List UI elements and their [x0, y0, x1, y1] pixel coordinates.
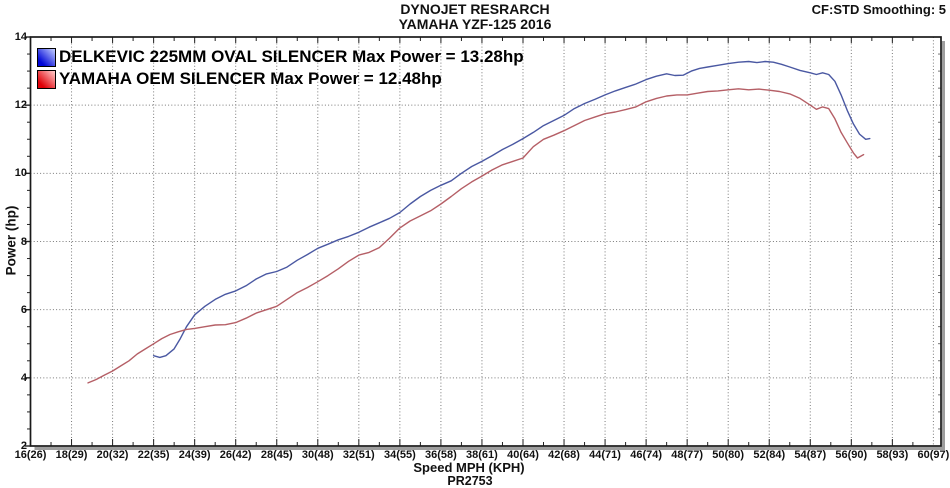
x-tick-label: 18(29): [55, 449, 88, 461]
yamaha-oem-series-swatch: [37, 69, 56, 89]
legend: DELKEVIC 225MM OVAL SILENCER Max Power =…: [37, 46, 524, 90]
frame-shadow-bottom: [34, 446, 945, 450]
delkevic-series-swatch: [37, 47, 56, 67]
plot-frame: [29, 36, 942, 447]
page-title: DYNOJET RESRARCH: [400, 1, 550, 17]
legend-row-yamaha-oem: YAMAHA OEM SILENCER Max Power = 12.48hp: [37, 68, 524, 90]
x-tick-label: 60(97): [917, 449, 950, 461]
x-axis-label: Speed MPH (KPH): [413, 460, 525, 475]
x-tick-label: 24(39): [178, 449, 211, 461]
x-tick-label: 20(32): [96, 449, 129, 461]
y-tick-label: 12: [14, 99, 27, 112]
x-tick-label: 36(58): [425, 449, 457, 461]
power-curve-delkevic: [152, 60, 871, 359]
x-tick-label: 52(84): [753, 449, 786, 461]
power-curve-yamaha-oem: [87, 88, 865, 384]
x-tick-label: 22(35): [137, 449, 170, 461]
x-tick-label: 16(26): [14, 449, 47, 461]
legend-row-delkevic: DELKEVIC 225MM OVAL SILENCER Max Power =…: [37, 46, 524, 68]
y-tick-label: 14: [14, 31, 27, 43]
x-tick-label: 56(90): [835, 449, 868, 461]
y-tick-label: 2: [20, 440, 27, 452]
x-tick-label: 30(48): [301, 449, 334, 461]
y-tick-label: 4: [20, 371, 27, 384]
page-subtitle: YAMAHA YZF-125 2016: [398, 16, 552, 32]
x-tick-label: 42(68): [548, 449, 580, 461]
x-tick-label: 34(55): [383, 449, 416, 461]
y-tick-label: 10: [14, 167, 27, 180]
legend-label-yamaha-oem: YAMAHA OEM SILENCER Max Power = 12.48hp: [59, 69, 442, 88]
smoothing-setting: CF:STD Smoothing: 5: [811, 2, 946, 17]
x-tick-label: 26(42): [219, 449, 252, 461]
legend-label-delkevic: DELKEVIC 225MM OVAL SILENCER Max Power =…: [59, 47, 524, 66]
x-tick-label: 48(77): [671, 449, 704, 461]
x-tick-label: 40(64): [507, 449, 539, 461]
x-tick-label: 46(74): [630, 449, 662, 461]
frame-shadow-right: [941, 41, 945, 450]
run-code: PR2753: [447, 474, 493, 488]
y-tick-label: 8: [20, 235, 27, 248]
x-tick-label: 50(80): [712, 449, 745, 461]
x-tick-label: 28(45): [260, 449, 293, 461]
x-tick-label: 58(93): [876, 449, 909, 461]
x-tick-label: 54(87): [794, 449, 827, 461]
y-tick-label: 6: [20, 303, 27, 316]
x-tick-label: 32(51): [342, 449, 375, 461]
x-tick-label: 38(61): [466, 449, 498, 461]
x-tick-label: 44(71): [589, 449, 621, 461]
